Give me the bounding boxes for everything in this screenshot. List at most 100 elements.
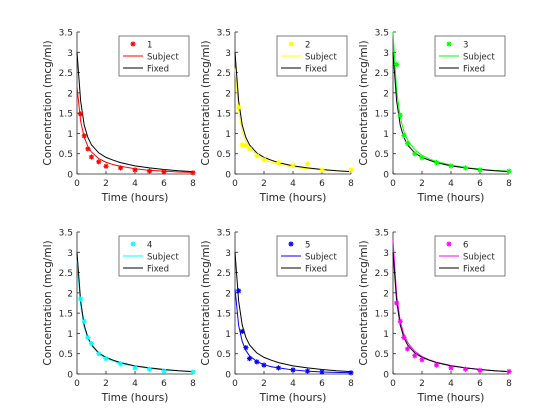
data-point bbox=[254, 359, 260, 365]
data-point bbox=[146, 366, 153, 372]
y-tick-label: 3.5 bbox=[375, 229, 389, 239]
legend: 1 Subject Fixed bbox=[118, 35, 190, 77]
series-line-fixed bbox=[392, 252, 510, 373]
data-point bbox=[404, 346, 411, 352]
legend-box bbox=[118, 235, 190, 277]
x-axis-label: Time (hours) bbox=[101, 192, 169, 204]
legend: 3 Subject Fixed bbox=[434, 35, 506, 77]
data-point bbox=[319, 167, 325, 173]
y-tick-label: 1 bbox=[225, 330, 231, 340]
data-point bbox=[161, 169, 167, 175]
y-tick-label: 0 bbox=[67, 171, 73, 181]
x-tick-label: 8 bbox=[348, 379, 354, 389]
subplot-1: 0 0.5 1 1.5 2 2.5 3 3.5 0 2 4 6 8 Time (hours) Concent… bbox=[42, 29, 196, 205]
data-point bbox=[81, 318, 87, 324]
y-tick-label: 1 bbox=[225, 130, 231, 140]
legend-label: 6 bbox=[463, 241, 468, 251]
data-point bbox=[401, 132, 407, 139]
y-tick-label: 0.5 bbox=[59, 150, 73, 160]
data-point bbox=[348, 370, 354, 376]
y-tick-label: 2.5 bbox=[375, 269, 389, 279]
data-point bbox=[394, 61, 400, 68]
x-tick-label: 4 bbox=[448, 179, 454, 189]
data-point bbox=[448, 365, 454, 371]
y-tick-label: 0 bbox=[383, 171, 389, 181]
x-tick-label: 0 bbox=[74, 179, 80, 189]
series-line-subject bbox=[76, 86, 194, 173]
x-tick-label: 2 bbox=[419, 179, 425, 189]
y-tick-label: 0 bbox=[383, 371, 389, 381]
data-point bbox=[394, 300, 400, 306]
legend-marker bbox=[446, 241, 452, 247]
legend-label: Fixed bbox=[463, 65, 485, 75]
series-line-fixed bbox=[76, 252, 194, 373]
x-tick-label: 2 bbox=[261, 379, 267, 389]
y-tick-label: 2 bbox=[383, 289, 389, 299]
y-tick-label: 3 bbox=[383, 249, 389, 259]
data-point bbox=[506, 368, 512, 375]
data-point bbox=[190, 369, 196, 375]
y-tick-label: 3 bbox=[67, 49, 73, 59]
data-point bbox=[401, 334, 407, 341]
y-tick-label: 2.5 bbox=[59, 269, 73, 279]
y-tick-label: 1 bbox=[67, 130, 73, 140]
data-point bbox=[477, 367, 483, 373]
data-point bbox=[239, 328, 245, 334]
series-line-subject bbox=[234, 68, 352, 173]
data-point bbox=[132, 167, 138, 173]
data-point bbox=[304, 368, 311, 374]
data-point bbox=[117, 165, 124, 171]
legend-marker bbox=[130, 41, 136, 47]
data-point bbox=[412, 353, 418, 359]
data-point bbox=[261, 362, 267, 368]
legend-label: Subject bbox=[305, 253, 337, 263]
x-axis-label: Time (hours) bbox=[417, 192, 485, 204]
data-point bbox=[85, 146, 91, 152]
data-point bbox=[117, 361, 124, 367]
data-point bbox=[246, 355, 253, 362]
data-point bbox=[88, 340, 95, 347]
subplot-3: 0 0.5 1 1.5 2 2.5 3 3.5 0 2 4 6 8 Time (hours) Concent… bbox=[358, 29, 512, 205]
y-axis-label: Concentration (mcg/ml) bbox=[42, 40, 54, 165]
x-tick-label: 0 bbox=[74, 379, 80, 389]
data-point bbox=[506, 168, 512, 174]
data-point bbox=[433, 160, 440, 166]
x-tick-label: 6 bbox=[319, 179, 325, 189]
x-tick-label: 2 bbox=[419, 379, 425, 389]
data-point bbox=[319, 369, 325, 375]
legend-label: Fixed bbox=[147, 265, 169, 275]
y-tick-label: 0 bbox=[67, 371, 73, 381]
x-tick-label: 6 bbox=[161, 379, 167, 389]
legend: 4 Subject Fixed bbox=[118, 235, 190, 277]
data-point bbox=[96, 351, 102, 357]
data-point bbox=[462, 165, 469, 171]
data-point bbox=[78, 296, 84, 302]
legend-marker bbox=[130, 241, 136, 247]
x-tick-label: 4 bbox=[132, 179, 138, 189]
y-axis-label: Concentration (mcg/ml) bbox=[358, 240, 370, 365]
x-tick-label: 8 bbox=[348, 179, 354, 189]
y-tick-label: 3.5 bbox=[217, 29, 231, 39]
data-point bbox=[146, 168, 153, 174]
x-tick-label: 0 bbox=[390, 179, 396, 189]
y-tick-label: 0.5 bbox=[59, 350, 73, 360]
y-tick-label: 2.5 bbox=[217, 269, 231, 279]
y-tick-label: 3 bbox=[225, 249, 231, 259]
x-tick-label: 2 bbox=[103, 379, 109, 389]
legend-marker bbox=[446, 41, 452, 47]
y-tick-label: 0 bbox=[225, 171, 231, 181]
y-tick-label: 3.5 bbox=[59, 229, 73, 239]
y-tick-label: 1.5 bbox=[375, 110, 389, 120]
legend-label: 5 bbox=[305, 241, 310, 251]
y-tick-label: 2 bbox=[225, 289, 231, 299]
data-point bbox=[397, 318, 403, 324]
data-point bbox=[103, 163, 109, 169]
data-point bbox=[397, 112, 403, 118]
x-tick-label: 8 bbox=[506, 379, 512, 389]
data-point bbox=[419, 357, 425, 363]
y-tick-label: 2.5 bbox=[375, 69, 389, 79]
series-line-fixed bbox=[234, 252, 352, 373]
y-tick-label: 0.5 bbox=[375, 150, 389, 160]
data-point bbox=[290, 367, 296, 373]
